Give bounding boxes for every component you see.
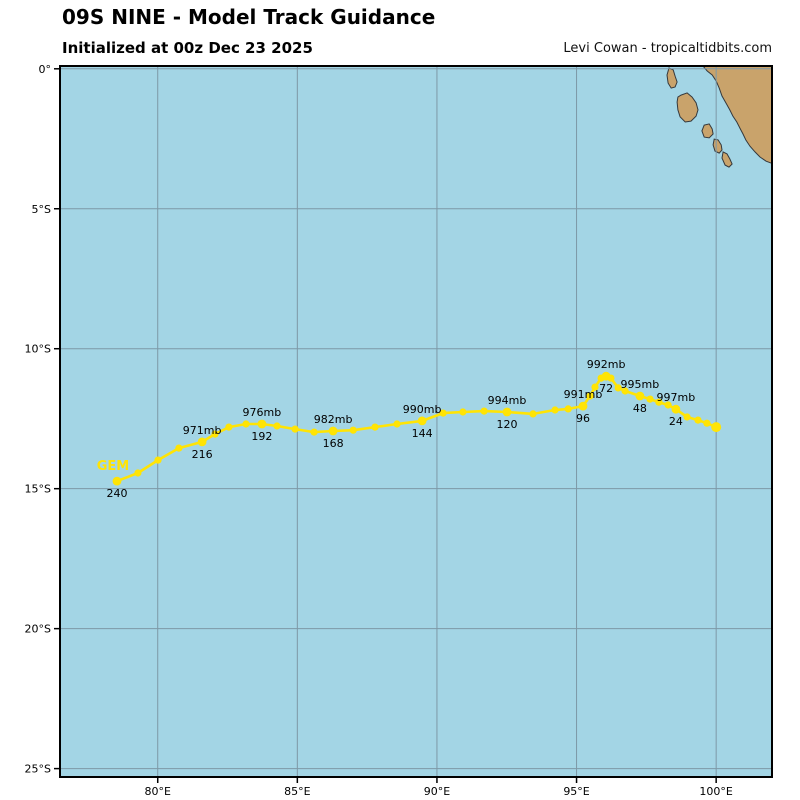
hour-label-h72: 72 bbox=[599, 382, 613, 395]
hour-label-h120: 120 bbox=[497, 418, 518, 431]
map-frame bbox=[59, 65, 773, 778]
track-point-dot-h114 bbox=[529, 410, 537, 418]
hour-label-h240: 240 bbox=[107, 487, 128, 500]
track-point-dot-h30 bbox=[664, 401, 672, 409]
pressure-label-h48: 995mb bbox=[621, 378, 660, 391]
model-track-gem: 240 971mb 216 976mb 192 982mb 168 990mb 144 994mb… bbox=[97, 358, 722, 500]
track-point-dot-h108 bbox=[551, 406, 559, 414]
track-point-dot-h60 bbox=[614, 384, 622, 392]
track-point-dot-h192 bbox=[257, 419, 267, 429]
island-siberut bbox=[676, 92, 699, 123]
track-point-dot-h102 bbox=[564, 405, 572, 413]
track-point-dot-h6 bbox=[703, 419, 711, 427]
model-label-gem: GEM bbox=[97, 459, 130, 474]
track-point-dot-h12 bbox=[694, 416, 702, 424]
track-point-dot-h234 bbox=[134, 469, 142, 477]
pressure-label-h216: 971mb bbox=[183, 424, 222, 437]
track-point-dot-h0 bbox=[711, 422, 722, 433]
track-point-dot-h48 bbox=[635, 391, 645, 401]
track-point-dot-h96 bbox=[578, 401, 588, 411]
tick-label-lat-5: 5°S bbox=[32, 203, 51, 216]
pressure-label-h24: 997mb bbox=[657, 391, 696, 404]
track-point-dot-h36 bbox=[655, 398, 663, 406]
track-point-dot-h90 bbox=[586, 392, 594, 400]
tick-label-lat-25: 25°S bbox=[25, 763, 51, 776]
tick-label-lon-80: 80°E bbox=[144, 785, 170, 798]
credit-label: Levi Cowan - tropicaltidbits.com bbox=[563, 41, 772, 56]
island-south-pagai bbox=[721, 151, 733, 168]
track-point-dot-h150 bbox=[393, 420, 401, 428]
track-point-dot-h120 bbox=[502, 407, 512, 417]
hour-label-h48: 48 bbox=[633, 402, 647, 415]
island-batu bbox=[666, 67, 678, 89]
track-point-dot-h156 bbox=[371, 423, 379, 431]
track-point-dot-h198 bbox=[242, 420, 250, 428]
sumatra-mainland bbox=[702, 66, 772, 164]
track-point-dot-h204 bbox=[225, 423, 233, 431]
axis-layer: 80°E 85°E 90°E 95°E 100°E 0° 5°S 10°S 15°S 20°S 25… bbox=[25, 63, 733, 798]
pressure-label-h192: 976mb bbox=[243, 406, 282, 419]
track-point-dot-h240 bbox=[112, 476, 122, 486]
track-point-dot-h54 bbox=[621, 387, 629, 395]
pressure-label-h168: 982mb bbox=[314, 413, 353, 426]
island-sipura bbox=[701, 123, 714, 139]
track-point-dot-h144 bbox=[417, 416, 427, 426]
track-point-dot-h210 bbox=[211, 430, 219, 438]
hour-label-h144: 144 bbox=[412, 427, 433, 440]
track-point-dot-h162 bbox=[349, 426, 357, 434]
hour-label-h96: 96 bbox=[576, 412, 590, 425]
hour-label-h168: 168 bbox=[323, 437, 344, 450]
pressure-label-h120: 994mb bbox=[488, 394, 527, 407]
tick-label-lat-10: 10°S bbox=[25, 343, 51, 356]
hour-label-h192: 192 bbox=[251, 430, 272, 443]
track-point-dot-h174 bbox=[310, 428, 318, 436]
track-point-dot-h42 bbox=[646, 395, 654, 403]
track-point-dot-h126 bbox=[480, 407, 488, 415]
track-point-dot-h168 bbox=[328, 426, 338, 436]
tick-label-lon-100: 100°E bbox=[699, 785, 732, 798]
pressure-label-h144: 990mb bbox=[403, 403, 442, 416]
tick-label-lat-0: 0° bbox=[39, 63, 52, 76]
page-title: 09S NINE - Model Track Guidance bbox=[62, 5, 436, 29]
tick-label-lon-90: 90°E bbox=[424, 785, 450, 798]
tick-label-lat-20: 20°S bbox=[25, 623, 51, 636]
track-point-dot-h180 bbox=[291, 425, 299, 433]
hour-label-h216: 216 bbox=[192, 448, 213, 461]
island-north-pagai bbox=[712, 138, 723, 154]
grid-layer bbox=[60, 66, 772, 777]
track-point-dot-h24 bbox=[671, 404, 681, 414]
tick-label-lat-15: 15°S bbox=[25, 483, 51, 496]
pressure-label-h72: 992mb bbox=[587, 358, 626, 371]
tick-label-lon-85: 85°E bbox=[284, 785, 310, 798]
track-point-dot-h132 bbox=[459, 408, 467, 416]
track-point-dot-h228 bbox=[154, 456, 162, 464]
track-point-dot-h216 bbox=[197, 437, 207, 447]
hour-label-h24: 24 bbox=[669, 415, 683, 428]
init-time-label: Initialized at 00z Dec 23 2025 bbox=[62, 39, 313, 57]
track-point-dot-h66 bbox=[607, 374, 615, 382]
track-point-dot-h138 bbox=[439, 409, 447, 417]
track-point-dot-h84 bbox=[591, 383, 599, 391]
track-point-dot-h186 bbox=[273, 422, 281, 430]
track-point-dot-h18 bbox=[683, 413, 691, 421]
tick-label-lon-95: 95°E bbox=[563, 785, 589, 798]
pressure-label-h96: 991mb bbox=[564, 388, 603, 401]
track-point-dot-h222 bbox=[175, 444, 183, 452]
land-layer bbox=[666, 66, 772, 168]
